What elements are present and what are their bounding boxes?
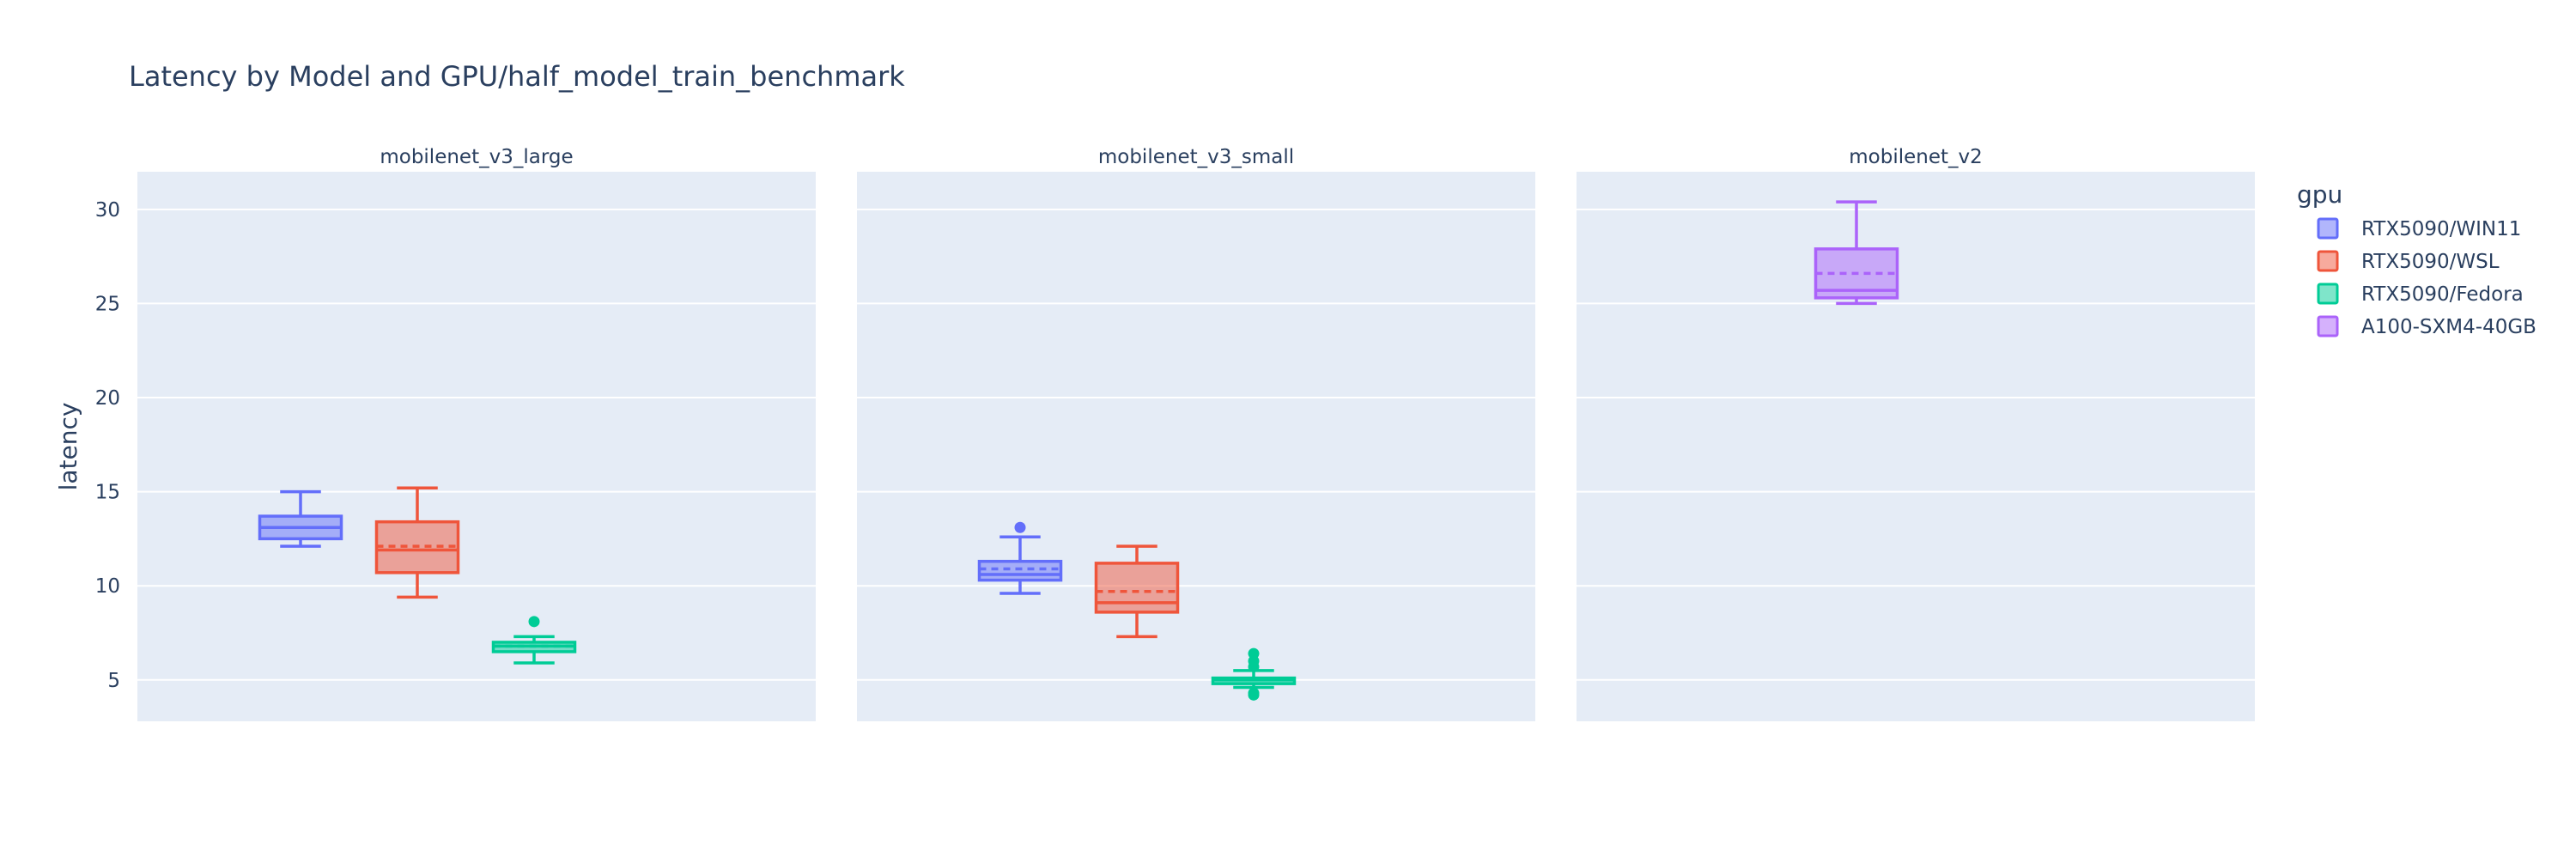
legend-swatch: [2317, 250, 2339, 272]
facet-panel-mobilenet_v3_small: [857, 172, 1535, 721]
legend-swatch: [2317, 283, 2339, 305]
legend-item-A100-SXM4-40GB: A100-SXM4-40GB: [2317, 315, 2537, 338]
legend-item-RTX5090/WSL: RTX5090/WSL: [2317, 250, 2500, 273]
facet-title-mobilenet_v2: mobilenet_v2: [1849, 146, 1983, 168]
legend-label: RTX5090/WSL: [2361, 251, 2500, 273]
legend-items: RTX5090/WIN11 RTX5090/WSL RTX5090/Fedora A1…: [2317, 217, 2537, 338]
box-mobilenet_v3_small-RTX5090/Fedora: [1211, 647, 1297, 701]
iqr-box: [977, 559, 1063, 582]
facet-title-mobilenet_v3_small: mobilenet_v3_small: [1098, 146, 1294, 168]
y-tick-labels: 5 10 15 20 25 30: [95, 199, 120, 692]
outlier-point: [1248, 647, 1260, 659]
facet-titles: mobilenet_v3_large mobilenet_v3_small mobi…: [380, 146, 1982, 168]
legend-item-RTX5090/WIN11: RTX5090/WIN11: [2317, 217, 2521, 240]
box-mobilenet_v3_large-RTX5090/Fedora: [491, 616, 577, 665]
y-tick-label: 15: [95, 482, 120, 504]
legend-label: RTX5090/Fedora: [2361, 283, 2524, 306]
box-mobilenet_v3_small-RTX5090/WSL: [1094, 544, 1180, 639]
box-mobilenet_v3_large-RTX5090/WSL: [374, 486, 460, 599]
y-tick-label: 5: [107, 670, 120, 692]
chart-title: Latency by Model and GPU/half_model_trai…: [129, 60, 905, 93]
outlier-point: [528, 616, 540, 628]
legend: gpu RTX5090/WIN11 RTX5090/WSL RTX5090/Fedo…: [2297, 180, 2537, 338]
outlier-point: [1248, 687, 1260, 699]
y-tick-label: 30: [95, 199, 120, 222]
legend-label: A100-SXM4-40GB: [2361, 316, 2537, 338]
box-plots: [258, 200, 1899, 701]
legend-swatch: [2317, 315, 2339, 337]
y-tick-label: 10: [95, 575, 120, 598]
legend-label: RTX5090/WIN11: [2361, 218, 2521, 240]
facet-title-mobilenet_v3_large: mobilenet_v3_large: [380, 146, 573, 168]
legend-title: gpu: [2297, 180, 2342, 209]
facet-panel-mobilenet_v3_large: [137, 172, 816, 721]
y-axis-label: latency: [54, 403, 82, 491]
legend-item-RTX5090/Fedora: RTX5090/Fedora: [2317, 283, 2524, 306]
iqr-box: [1094, 562, 1180, 614]
y-tick-label: 25: [95, 293, 120, 315]
outlier-point: [1014, 521, 1026, 533]
box-mobilenet_v2-A100-SXM4-40GB: [1814, 200, 1899, 306]
facet-panel-mobilenet_v2: [1577, 172, 2255, 721]
gridlines: [137, 208, 2255, 681]
box-mobilenet_v3_small-RTX5090/WIN11: [977, 521, 1063, 595]
legend-swatch: [2317, 217, 2339, 240]
box-mobilenet_v3_large-RTX5090/WIN11: [258, 489, 343, 548]
y-tick-label: 20: [95, 387, 120, 410]
facet-panels: [137, 172, 2255, 721]
